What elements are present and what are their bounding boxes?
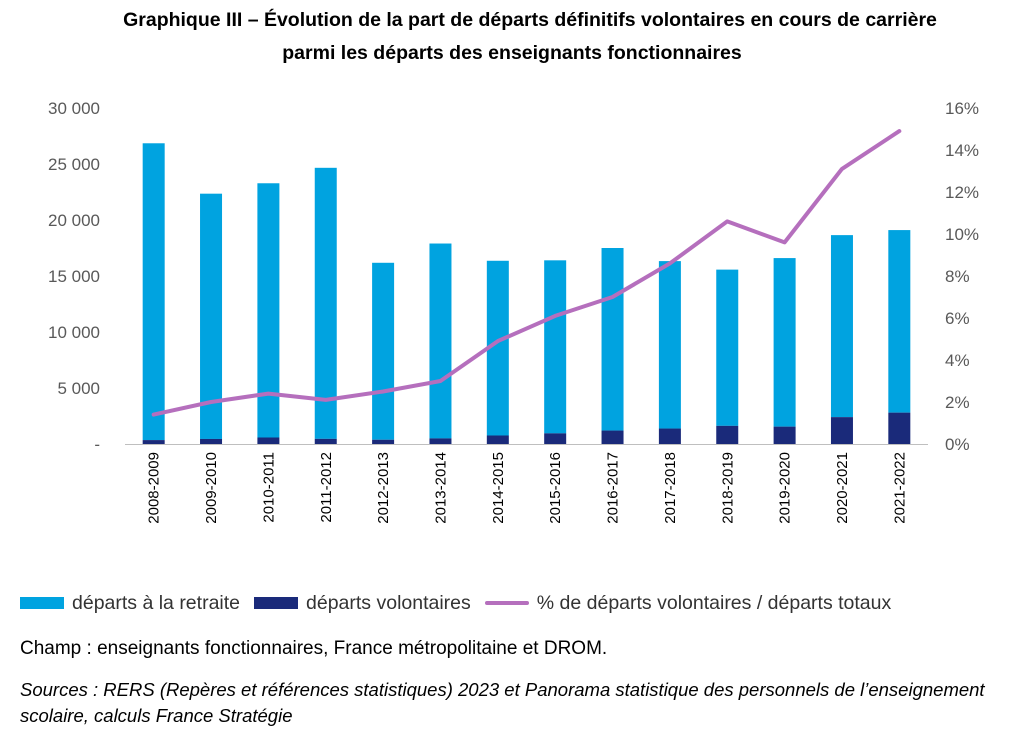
x-tick-label: 2010-2011 xyxy=(260,452,277,523)
bar-volontaires xyxy=(658,428,681,444)
bar-volontaires xyxy=(200,438,223,444)
bar-volontaires xyxy=(773,426,796,444)
legend-label-retraite: départs à la retraite xyxy=(72,591,241,614)
chart-title-line1: Graphique III – Évolution de la part de … xyxy=(123,9,937,31)
x-tick-label: 2018-2019 xyxy=(719,452,736,524)
bar-retraite xyxy=(314,167,337,439)
bar-volontaires xyxy=(716,425,739,444)
x-tick-label: 2008-2009 xyxy=(146,452,163,524)
chart-legend: départs à la retraite départs volontaire… xyxy=(20,590,905,616)
y-right-tick-label: 0% xyxy=(945,435,970,454)
y-left-tick-label: 20 000 xyxy=(48,211,100,230)
bar-retraite xyxy=(429,243,452,439)
bar-volontaires xyxy=(142,440,165,444)
legend-swatch-pct xyxy=(484,601,529,605)
bar-retraite xyxy=(658,261,681,429)
legend-swatch-retraite xyxy=(20,597,64,609)
y-left-tick-label: 5 000 xyxy=(57,379,100,398)
line-pct-series xyxy=(151,129,902,417)
bar-volontaires xyxy=(372,439,395,444)
legend-swatch-volontaires xyxy=(254,597,299,609)
legend-label-volontaires: départs volontaires xyxy=(306,591,471,614)
x-tick-label: 2021-2022 xyxy=(891,452,908,524)
legend-label-pct: % de départs volontaires / départs totau… xyxy=(536,591,892,614)
bar-volontaires xyxy=(257,437,280,444)
y-right-tick-label: 8% xyxy=(945,267,970,286)
bar-retraite xyxy=(257,183,280,438)
x-tick-label: 2019-2020 xyxy=(777,452,794,524)
y-right-tick-label: 12% xyxy=(945,183,979,202)
y-left-tick-label: 15 000 xyxy=(48,267,100,286)
bar-retraite xyxy=(486,260,509,436)
scope-note: Champ : enseignants fonctionnaires, Fran… xyxy=(20,638,608,659)
chart-title: Graphique III – Évolution de la part de … xyxy=(0,4,1024,70)
y-right-tick-label: 16% xyxy=(945,99,979,118)
y-right-tick-label: 4% xyxy=(945,351,970,370)
bar-volontaires xyxy=(486,435,509,444)
bar-volontaires xyxy=(544,433,567,444)
x-tick-label: 2014-2015 xyxy=(490,452,507,524)
y-right-tick-label: 10% xyxy=(945,225,979,244)
bar-volontaires xyxy=(601,430,624,444)
y-right-tick-label: 2% xyxy=(945,393,970,412)
bar-volontaires xyxy=(429,438,452,444)
y-left-tick-label: - xyxy=(94,435,100,454)
y-right-tick-label: 14% xyxy=(945,141,979,160)
x-tick-label: 2015-2016 xyxy=(547,452,564,524)
y-left-tick-label: 10 000 xyxy=(48,323,100,342)
bar-retraite xyxy=(372,262,395,440)
chart-title-line2: parmi les départs des enseignants foncti… xyxy=(282,42,742,64)
bar-volontaires xyxy=(888,412,911,444)
x-tick-label: 2013-2014 xyxy=(432,452,449,524)
bar-retraite xyxy=(830,235,853,418)
x-tick-label: 2009-2010 xyxy=(203,452,220,524)
bar-retraite xyxy=(601,248,624,431)
legend-item-retraite: départs à la retraite xyxy=(20,592,240,615)
bar-retraite xyxy=(200,193,223,439)
sources-note: Sources : RERS (Repères et références st… xyxy=(20,679,985,726)
x-tick-label: 2012-2013 xyxy=(375,452,392,524)
x-tick-label: 2020-2021 xyxy=(834,452,851,524)
x-tick-label: 2016-2017 xyxy=(605,452,622,524)
y-left-tick-label: 25 000 xyxy=(48,155,100,174)
bar-retraite xyxy=(716,269,739,426)
x-tick-label: 2017-2018 xyxy=(662,452,679,524)
bar-volontaires xyxy=(314,438,337,444)
bar-retraite xyxy=(773,258,796,427)
bar-retraite xyxy=(544,260,567,434)
bar-volontaires xyxy=(830,417,853,444)
bar-retraite xyxy=(142,143,165,441)
bar-retraite xyxy=(888,230,911,413)
legend-item-pct: % de départs volontaires / départs totau… xyxy=(484,591,892,615)
chart-area: - 5 000 10 000 15 000 20 000 25 000 30 000 0% 2%… xyxy=(48,99,979,524)
legend-item-volontaires: départs volontaires xyxy=(254,592,471,615)
y-right-tick-label: 6% xyxy=(945,309,970,328)
x-tick-label: 2011-2012 xyxy=(318,452,335,523)
y-left-tick-label: 30 000 xyxy=(48,99,100,118)
